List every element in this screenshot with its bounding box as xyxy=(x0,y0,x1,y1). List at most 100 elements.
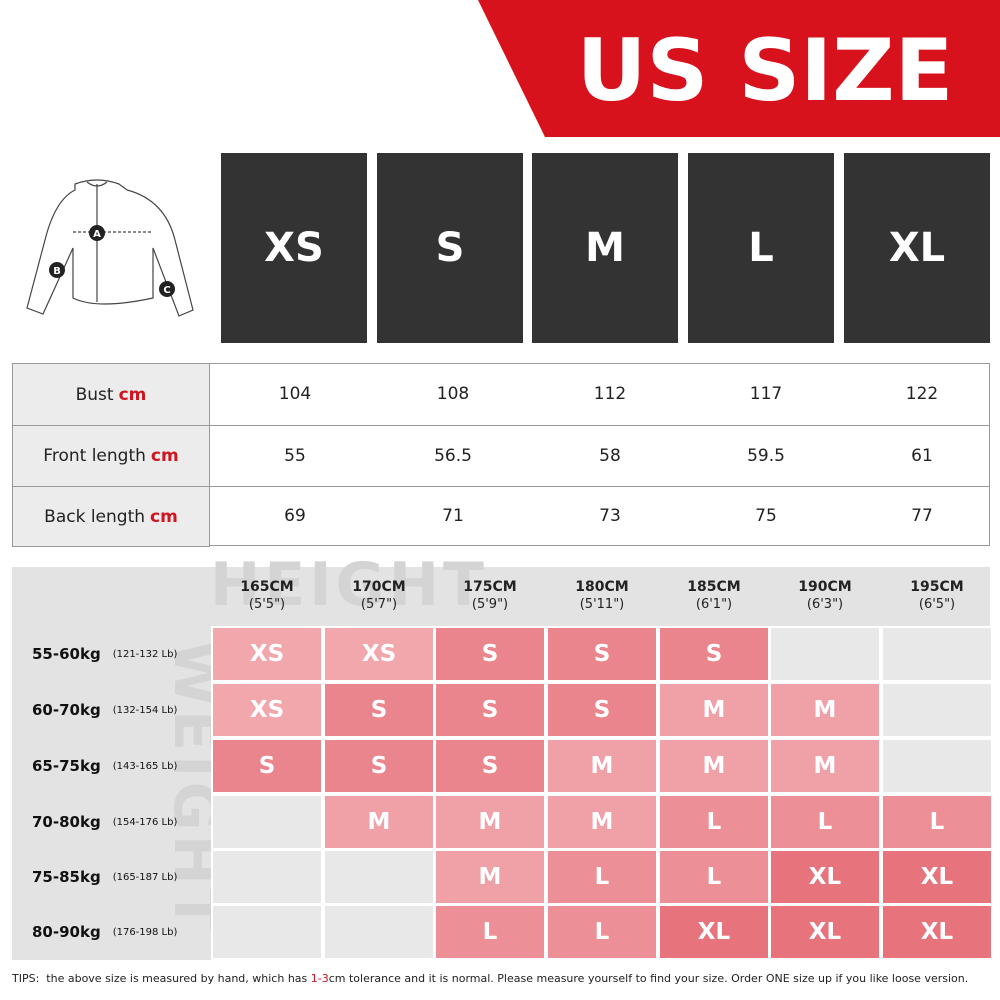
row-label-text: Bust xyxy=(75,384,114,405)
weight-label: 70-80kg (154-176 Lb) xyxy=(32,796,177,848)
size-cell: XL xyxy=(769,849,881,905)
size-cell: S xyxy=(434,738,546,794)
cell-value: 61 xyxy=(911,445,933,466)
weight-kg: 65-75kg xyxy=(32,757,101,775)
cell-value: 58 xyxy=(599,445,621,466)
row-label: Back length cm xyxy=(12,486,210,547)
height-cm: 175CM xyxy=(463,579,517,595)
size-cell: M xyxy=(658,738,770,794)
weight-label: 75-85kg (165-187 Lb) xyxy=(32,851,177,903)
height-header: 165CM (5'5") xyxy=(213,578,321,614)
banner: US SIZE xyxy=(478,0,1000,137)
tips-prefix: TIPS: xyxy=(12,972,40,985)
weight-lb: (154-176 Lb) xyxy=(112,816,178,828)
cell-value: 122 xyxy=(905,384,939,404)
empty-cell xyxy=(323,849,435,905)
size-box: XL xyxy=(844,153,990,343)
weight-lb: (132-154 Lb) xyxy=(112,704,178,716)
size-cell: S xyxy=(546,626,658,682)
cell-value: 56.5 xyxy=(434,445,472,466)
diagram-label: A xyxy=(93,229,101,240)
height-cm: 165CM xyxy=(240,579,294,595)
row-label: Front length cm xyxy=(12,425,210,487)
row-divider xyxy=(12,425,990,426)
cell-value: 71 xyxy=(442,506,464,526)
row-unit: cm xyxy=(150,446,179,466)
size-cell: L xyxy=(546,904,658,960)
weight-label: 80-90kg (176-198 Lb) xyxy=(32,906,177,958)
height-ft: (5'11") xyxy=(579,597,625,612)
row-unit: cm xyxy=(150,506,178,527)
size-cell: S xyxy=(434,682,546,738)
size-cell: XL xyxy=(658,904,770,960)
diagram-label: C xyxy=(163,285,170,296)
height-ft: (6'5") xyxy=(918,597,956,612)
weight-lb: (165-187 Lb) xyxy=(112,871,178,883)
height-header: 195CM (6'5") xyxy=(883,578,991,614)
empty-cell xyxy=(211,904,323,960)
diagram-label: B xyxy=(53,266,61,277)
cell-value: 117 xyxy=(749,384,783,404)
cell-value: 75 xyxy=(755,506,777,526)
size-cell: M xyxy=(434,849,546,905)
cell-value: 55 xyxy=(284,445,306,466)
size-cell: M xyxy=(546,794,658,850)
size-cell: XS xyxy=(323,626,435,682)
cell-value: 104 xyxy=(278,384,312,404)
size-cell: L xyxy=(434,904,546,960)
weight-kg: 75-85kg xyxy=(32,868,101,886)
weight-kg: 70-80kg xyxy=(32,813,101,831)
tips-text: cm tolerance and it is normal. Please me… xyxy=(328,972,969,985)
size-cell: L xyxy=(658,794,770,850)
size-cell: S xyxy=(658,626,770,682)
size-cell: XS xyxy=(211,682,323,738)
weight-label: 55-60kg (121-132 Lb) xyxy=(32,628,177,680)
weight-kg: 80-90kg xyxy=(32,923,101,941)
size-box: M xyxy=(532,153,678,343)
size-cell: S xyxy=(546,682,658,738)
row-label-text: Front length xyxy=(43,446,146,466)
height-ft: (5'9") xyxy=(471,597,509,612)
size-cell: L xyxy=(769,794,881,850)
size-box: L xyxy=(688,153,834,343)
tips-text: the above size is measured by hand, whic… xyxy=(46,972,311,985)
height-cm: 190CM xyxy=(798,579,852,595)
empty-cell xyxy=(211,849,323,905)
cell-value: 69 xyxy=(284,506,306,526)
cell-value: 59.5 xyxy=(747,445,785,466)
empty-cell xyxy=(881,682,993,738)
weight-label: 60-70kg (132-154 Lb) xyxy=(32,684,177,736)
size-cell: M xyxy=(323,794,435,850)
jersey-diagram: A B C xyxy=(26,179,194,317)
height-cm: 195CM xyxy=(910,579,964,595)
title: US SIZE xyxy=(577,21,954,121)
height-ft: (5'5") xyxy=(248,597,286,612)
height-header: 170CM (5'7") xyxy=(325,578,433,614)
weight-lb: (121-132 Lb) xyxy=(112,648,178,660)
size-box: XS xyxy=(221,153,367,343)
weight-kg: 55-60kg xyxy=(32,645,101,663)
height-ft: (6'3") xyxy=(806,597,844,612)
size-cell: M xyxy=(658,682,770,738)
size-cell: L xyxy=(658,849,770,905)
height-cm: 185CM xyxy=(687,579,741,595)
empty-cell xyxy=(881,738,993,794)
weight-label: 65-75kg (143-165 Lb) xyxy=(32,740,177,792)
height-header: 175CM (5'9") xyxy=(436,578,544,614)
cell-value: 108 xyxy=(436,384,470,404)
height-header: 185CM (6'1") xyxy=(660,578,768,614)
row-unit: cm xyxy=(118,384,147,405)
empty-cell xyxy=(211,794,323,850)
cell-value: 112 xyxy=(593,384,627,404)
cell-value: 73 xyxy=(599,506,621,526)
empty-cell xyxy=(323,904,435,960)
weight-lb: (176-198 Lb) xyxy=(112,926,178,938)
size-cell: S xyxy=(211,738,323,794)
size-cell: L xyxy=(546,849,658,905)
watermark-height: HEIGHT xyxy=(210,550,488,620)
size-cell: M xyxy=(769,682,881,738)
tips-highlight: 1-3 xyxy=(310,972,329,985)
height-cm: 180CM xyxy=(575,579,629,595)
empty-cell xyxy=(769,626,881,682)
